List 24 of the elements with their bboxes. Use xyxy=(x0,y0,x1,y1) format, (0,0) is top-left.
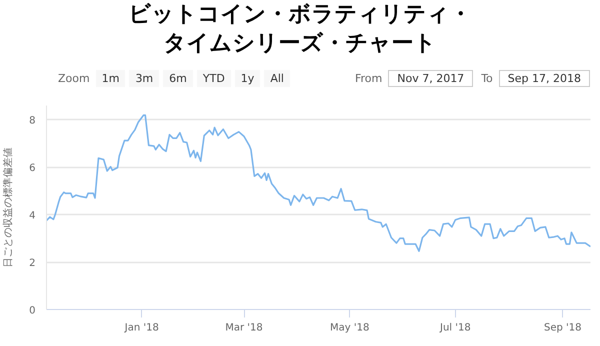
text: Sep 17, 2018 xyxy=(498,70,590,87)
y-tick-label: 0 xyxy=(29,306,36,316)
y-tick-label: 2 xyxy=(29,258,36,270)
text: To xyxy=(481,72,493,85)
text: 1m xyxy=(96,70,126,87)
y-tick-label: 8 xyxy=(29,116,36,127)
y-tick-label: 4 xyxy=(29,210,36,222)
chart-title: ビットコイン・ボラティリティ・タイムシリーズ・チャート xyxy=(128,1,472,58)
text: YTD xyxy=(196,70,231,87)
x-tick-label: Sep '18 xyxy=(544,322,582,334)
text: 1y xyxy=(234,70,260,87)
x-tick-label: Jul '18 xyxy=(439,322,471,334)
x-tick-label: May '18 xyxy=(330,322,370,334)
x-tick-label: Jan '18 xyxy=(124,322,159,334)
text: From xyxy=(354,72,382,85)
x-tick-label: Mar '18 xyxy=(225,322,263,334)
text: 3m xyxy=(129,70,160,87)
text: 6m xyxy=(163,70,193,87)
text: Zoom xyxy=(58,72,90,85)
text: All xyxy=(264,70,290,87)
y-axis-title: 日ごとの収益の標準偏差値 xyxy=(2,148,14,268)
line-series xyxy=(46,114,590,252)
text: Nov 7, 2017 xyxy=(388,70,474,87)
y-tick-label: 6 xyxy=(29,163,36,174)
